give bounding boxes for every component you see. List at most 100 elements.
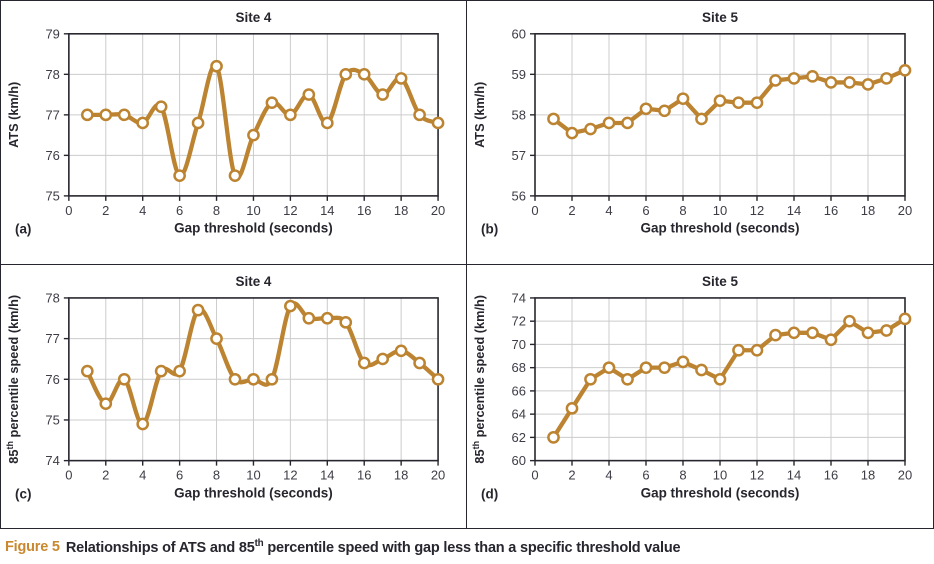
data-point bbox=[357, 356, 371, 369]
data-point bbox=[99, 108, 113, 122]
panel-label: (a) bbox=[15, 222, 31, 237]
x-tick-label: 0 bbox=[531, 203, 538, 218]
data-point bbox=[173, 169, 186, 182]
y-tick-label: 70 bbox=[512, 336, 526, 351]
x-tick-label: 8 bbox=[213, 467, 220, 482]
x-tick-label: 12 bbox=[283, 467, 297, 482]
data-point bbox=[99, 396, 113, 410]
x-tick-label: 12 bbox=[750, 203, 764, 218]
chart-title: Site 5 bbox=[702, 10, 739, 25]
data-point bbox=[376, 352, 390, 365]
x-tick-label: 6 bbox=[176, 467, 183, 482]
data-point bbox=[806, 325, 819, 339]
data-point bbox=[787, 72, 801, 85]
data-point bbox=[320, 311, 334, 325]
data-point bbox=[639, 102, 653, 116]
x-tick-label: 18 bbox=[394, 467, 408, 482]
data-point bbox=[880, 72, 893, 85]
data-point bbox=[639, 360, 653, 374]
x-tick-label: 14 bbox=[320, 203, 334, 218]
data-point bbox=[265, 372, 279, 386]
data-point bbox=[136, 116, 150, 130]
x-axis-label: Gap threshold (seconds) bbox=[641, 221, 800, 236]
chart-svg: 0 2 4 6 8 10 12 14 16 18 20 75 76 77 78 79 Site 4 Gap thr… bbox=[6, 10, 445, 237]
data-point bbox=[302, 88, 316, 101]
x-tick-label: 4 bbox=[139, 467, 146, 482]
x-tick-label: 10 bbox=[713, 467, 727, 482]
data-point bbox=[247, 128, 260, 142]
data-point bbox=[861, 78, 875, 91]
chart-grid: 0 2 4 6 8 10 12 14 16 18 20 75 76 77 78 79 Site 4 Gap thr… bbox=[0, 0, 934, 529]
x-tick-label: 2 bbox=[102, 203, 109, 218]
data-point bbox=[80, 364, 94, 377]
x-tick-label: 18 bbox=[861, 467, 875, 482]
y-tick-label: 78 bbox=[45, 290, 59, 305]
data-point bbox=[547, 112, 560, 126]
chart-svg: 0 2 4 6 8 10 12 14 16 18 20 74 75 76 77 78 Site 4 Gap thr… bbox=[5, 273, 445, 501]
x-tick-label: 14 bbox=[787, 203, 801, 218]
data-point bbox=[228, 372, 242, 386]
data-point bbox=[676, 355, 690, 368]
data-point bbox=[547, 430, 560, 444]
data-point bbox=[843, 314, 856, 328]
data-point bbox=[320, 116, 334, 130]
x-tick-label: 4 bbox=[605, 203, 612, 218]
data-point bbox=[695, 112, 708, 126]
x-tick-label: 8 bbox=[679, 203, 686, 218]
y-tick-label: 62 bbox=[512, 429, 526, 444]
data-point bbox=[117, 372, 131, 386]
x-tick-label: 20 bbox=[898, 203, 912, 218]
chart-title: Site 4 bbox=[235, 10, 271, 25]
x-tick-label: 18 bbox=[394, 203, 408, 218]
x-tick-label: 4 bbox=[139, 203, 146, 218]
y-tick-label: 78 bbox=[45, 67, 59, 82]
data-point bbox=[584, 372, 597, 386]
data-point bbox=[117, 108, 131, 122]
x-axis-label: Gap threshold (seconds) bbox=[174, 485, 333, 500]
y-tick-label: 77 bbox=[45, 107, 59, 122]
y-tick-label: 75 bbox=[45, 188, 59, 203]
x-tick-label: 16 bbox=[357, 203, 371, 218]
data-point bbox=[191, 116, 205, 130]
y-tick-label: 74 bbox=[512, 290, 526, 305]
data-point bbox=[80, 108, 94, 122]
figure-caption-text: Relationships of ATS and 85th percentile… bbox=[65, 537, 681, 556]
data-point bbox=[602, 116, 616, 130]
y-axis-label: ATS (km/h) bbox=[6, 82, 21, 148]
data-point bbox=[658, 104, 671, 118]
y-axis-label: ATS (km/h) bbox=[472, 82, 487, 148]
chart-title: Site 5 bbox=[702, 273, 738, 288]
y-tick-label: 60 bbox=[512, 453, 526, 468]
data-point bbox=[769, 328, 782, 341]
data-point bbox=[565, 401, 579, 415]
chart-svg: 0 2 4 6 8 10 12 14 16 18 20 56 57 58 59 60 Site 5 Gap thr… bbox=[472, 10, 912, 237]
data-point bbox=[339, 315, 353, 329]
data-point bbox=[676, 92, 690, 105]
x-tick-label: 16 bbox=[824, 467, 838, 482]
x-tick-label: 8 bbox=[213, 203, 220, 218]
data-point bbox=[265, 96, 279, 110]
y-tick-label: 76 bbox=[45, 371, 59, 386]
data-point bbox=[621, 372, 634, 386]
y-tick-label: 66 bbox=[512, 383, 526, 398]
data-point bbox=[750, 343, 764, 357]
data-point bbox=[284, 299, 297, 312]
panel-label: (b) bbox=[481, 222, 498, 237]
data-point bbox=[247, 372, 260, 386]
x-tick-label: 2 bbox=[568, 203, 575, 218]
data-point bbox=[394, 72, 408, 85]
data-point bbox=[787, 325, 801, 339]
x-tick-label: 20 bbox=[431, 203, 445, 218]
data-point bbox=[431, 116, 445, 130]
x-tick-label: 16 bbox=[357, 467, 371, 482]
data-point bbox=[302, 311, 316, 325]
data-point bbox=[602, 360, 616, 374]
panel-label: (d) bbox=[481, 486, 498, 501]
data-point bbox=[376, 88, 390, 101]
figure-caption-label: Figure 5 bbox=[5, 538, 60, 555]
y-tick-label: 68 bbox=[512, 360, 526, 375]
data-point bbox=[713, 94, 727, 107]
data-point bbox=[394, 343, 408, 357]
